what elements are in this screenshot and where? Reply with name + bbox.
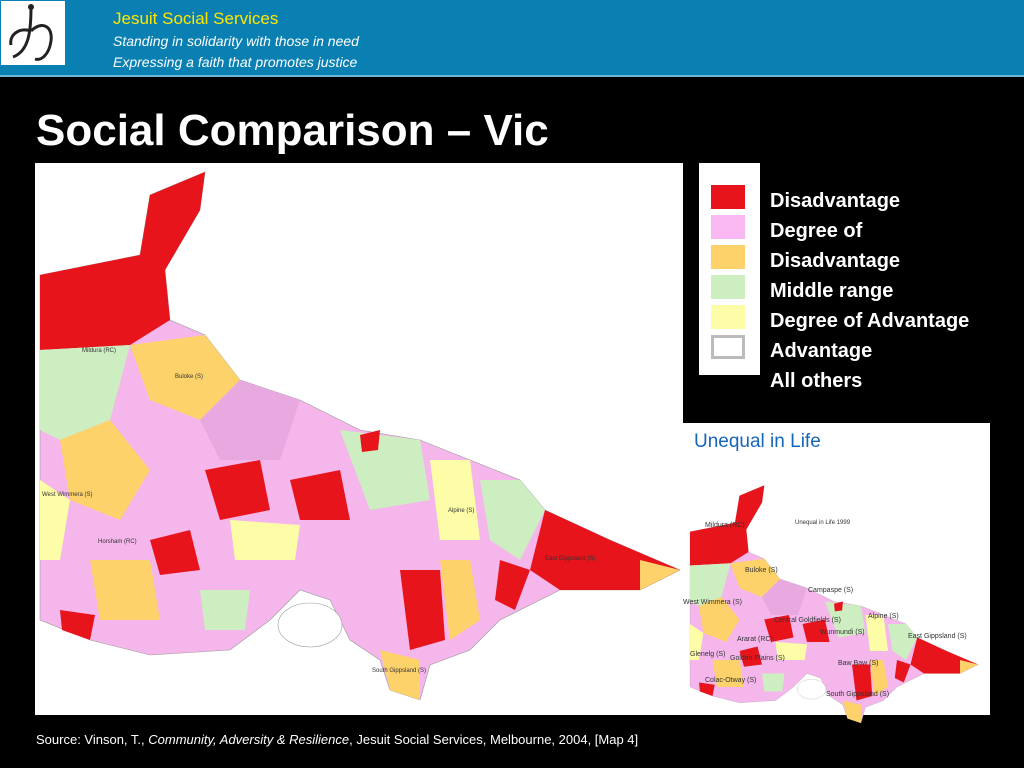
legend-swatch bbox=[711, 245, 745, 269]
slide-title: Social Comparison – Vic bbox=[36, 106, 549, 155]
source-citation: Source: Vinson, T., Community, Adversity… bbox=[36, 732, 638, 747]
inset-map-label: Glenelg (S) bbox=[690, 651, 725, 658]
inset-map-label: Alpine (S) bbox=[868, 613, 899, 620]
map-label: Buloke (S) bbox=[175, 374, 203, 380]
map-label: West Wimmera (S) bbox=[42, 492, 93, 498]
legend-label: Advantage bbox=[770, 340, 873, 362]
inset-title: Unequal in Life bbox=[694, 431, 821, 452]
logo bbox=[1, 1, 65, 65]
legend: Disadvantage Degree of Disadvantage Middle… bbox=[770, 186, 1000, 396]
inset-map-label: Colac-Otway (S) bbox=[705, 677, 756, 684]
tagline: Expressing a faith that promotes justice bbox=[113, 54, 358, 70]
inset-map-label: West Wimmera (S) bbox=[683, 599, 742, 606]
inset-map-label: Central Goldfields (S) bbox=[774, 617, 841, 624]
inset-map-label: Wunmundi (S) bbox=[820, 629, 865, 636]
source-prefix: Source: Vinson, T., bbox=[36, 732, 149, 747]
map-label: South Gippsland (S) bbox=[372, 668, 426, 674]
inset-map-label: Ararat (RC) bbox=[737, 636, 773, 643]
map-label: Alpine (S) bbox=[448, 508, 474, 514]
inset-map-label: Mildura (RC) bbox=[705, 522, 745, 529]
legend-label: Degree of Advantage bbox=[770, 310, 970, 332]
inset-map-label: Golden Plains (S) bbox=[730, 655, 785, 662]
legend-label: All others bbox=[770, 370, 863, 392]
inset-map-label: South Gippsland (S) bbox=[826, 691, 889, 698]
source-work: Community, Adversity & Resilience bbox=[148, 732, 350, 747]
header-bar: Jesuit Social Services Standing in solid… bbox=[0, 0, 1024, 77]
inset-map-label: East Gippsland (S) bbox=[908, 633, 967, 640]
legend-swatch bbox=[711, 335, 745, 359]
legend-swatch bbox=[711, 185, 745, 209]
inset-map-title: Unequal in Life 1999 bbox=[795, 520, 851, 526]
legend-swatches bbox=[699, 163, 760, 375]
map-label: East Gippsland (S) bbox=[545, 556, 595, 562]
victoria-map bbox=[39, 171, 681, 701]
legend-label: Middle range bbox=[770, 280, 894, 302]
map-label: Mildura (RC) bbox=[82, 348, 116, 354]
legend-swatch bbox=[711, 305, 745, 329]
inset-map-label: Baw Baw (S) bbox=[838, 660, 878, 667]
org-name: Jesuit Social Services bbox=[113, 9, 279, 28]
inset-map-label: Buloke (S) bbox=[745, 567, 778, 574]
legend-label: Degree of Disadvantage bbox=[770, 220, 901, 272]
tagline: Standing in solidarity with those in nee… bbox=[113, 33, 359, 49]
inset-map-label: Campaspe (S) bbox=[808, 587, 853, 594]
logo-mark bbox=[9, 4, 53, 61]
legend-swatch bbox=[711, 215, 745, 239]
legend-swatch bbox=[711, 275, 745, 299]
legend-label: Disadvantage bbox=[770, 190, 901, 212]
source-suffix: , Jesuit Social Services, Melbourne, 200… bbox=[349, 732, 639, 747]
map-label: Horsham (RC) bbox=[98, 539, 137, 545]
